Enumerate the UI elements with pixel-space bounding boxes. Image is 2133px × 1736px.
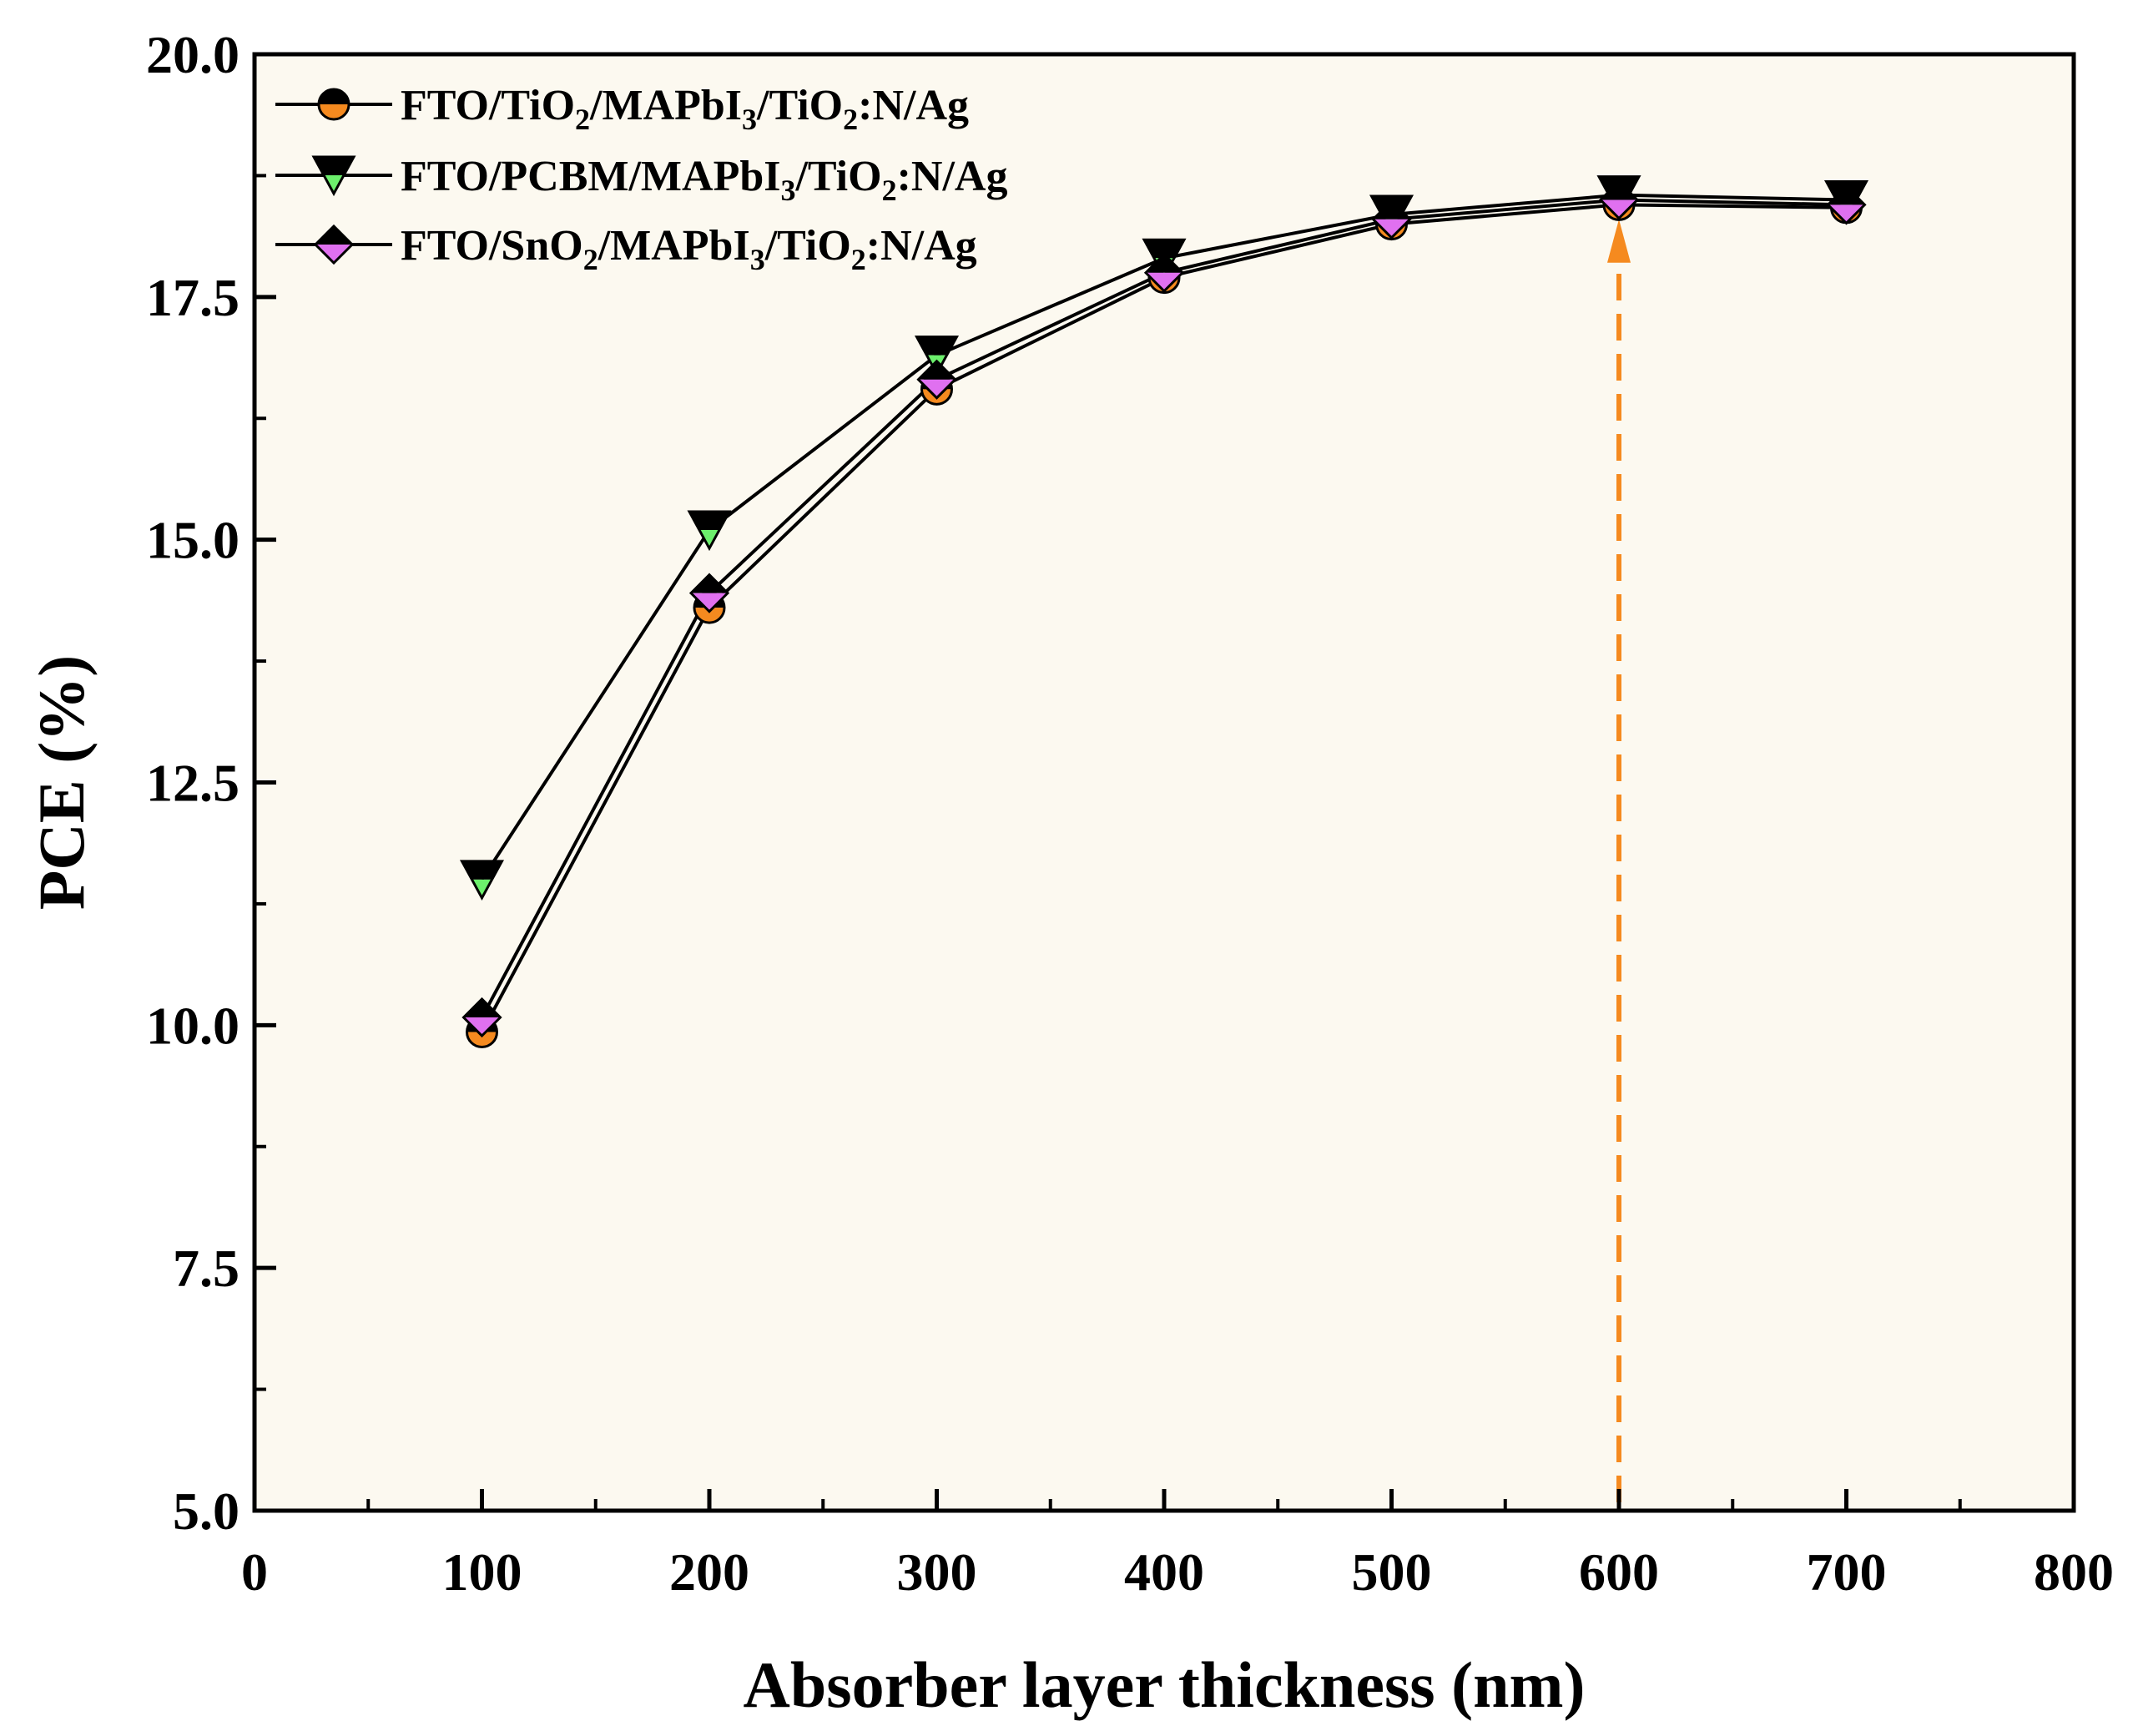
data-point-triangle-down xyxy=(459,860,505,901)
y-tick-label: 7.5 xyxy=(173,1239,240,1298)
x-tick-label: 0 xyxy=(241,1542,268,1602)
legend-item: FTO/TiO2/MAPbI3/TiO2:N/Ag xyxy=(275,82,969,136)
y-tick-label: 15.0 xyxy=(146,511,240,570)
legend-marker-diamond xyxy=(313,224,355,265)
x-tick-label: 600 xyxy=(1579,1542,1659,1602)
x-tick-label: 100 xyxy=(442,1542,522,1602)
data-point-diamond xyxy=(916,359,957,400)
legend-label: FTO/PCBM/MAPbI3/TiO2:N/Ag xyxy=(401,153,1007,207)
y-tick-label: 5.0 xyxy=(173,1481,240,1541)
legend-label: FTO/SnO2/MAPbI3/TiO2:N/Ag xyxy=(401,222,977,276)
plot-area xyxy=(255,54,2074,1511)
x-axis-title: Absorber layer thickness (nm) xyxy=(744,1648,1586,1721)
legend-label: FTO/TiO2/MAPbI3/TiO2:N/Ag xyxy=(401,82,969,136)
legend-marker-circle xyxy=(317,88,350,121)
legend-item: FTO/SnO2/MAPbI3/TiO2:N/Ag xyxy=(275,222,977,276)
data-point-diamond xyxy=(688,573,730,613)
data-point-diamond xyxy=(1371,199,1412,240)
data-point-triangle-down xyxy=(687,510,732,552)
legend-item: FTO/PCBM/MAPbI3/TiO2:N/Ag xyxy=(275,153,1007,207)
x-tick-label: 400 xyxy=(1124,1542,1204,1602)
y-tick-label: 12.5 xyxy=(146,754,240,813)
y-tick-label: 10.0 xyxy=(146,996,240,1055)
x-tick-label: 300 xyxy=(897,1542,977,1602)
y-tick-label: 20.0 xyxy=(146,25,240,84)
data-point-diamond xyxy=(1143,252,1185,293)
data-point-diamond xyxy=(1826,184,1867,225)
x-tick-label: 200 xyxy=(669,1542,749,1602)
x-tick-label: 500 xyxy=(1352,1542,1432,1602)
x-tick-label: 700 xyxy=(1807,1542,1887,1602)
x-tick-label: 800 xyxy=(2034,1542,2114,1602)
legend-marker-triangle-down xyxy=(311,155,356,197)
y-tick-label: 17.5 xyxy=(146,268,240,327)
annotation-arrowhead xyxy=(1607,219,1631,263)
y-axis-title: PCE (%) xyxy=(25,655,98,910)
data-point-diamond xyxy=(461,997,502,1038)
data-point-diamond xyxy=(1598,179,1640,220)
